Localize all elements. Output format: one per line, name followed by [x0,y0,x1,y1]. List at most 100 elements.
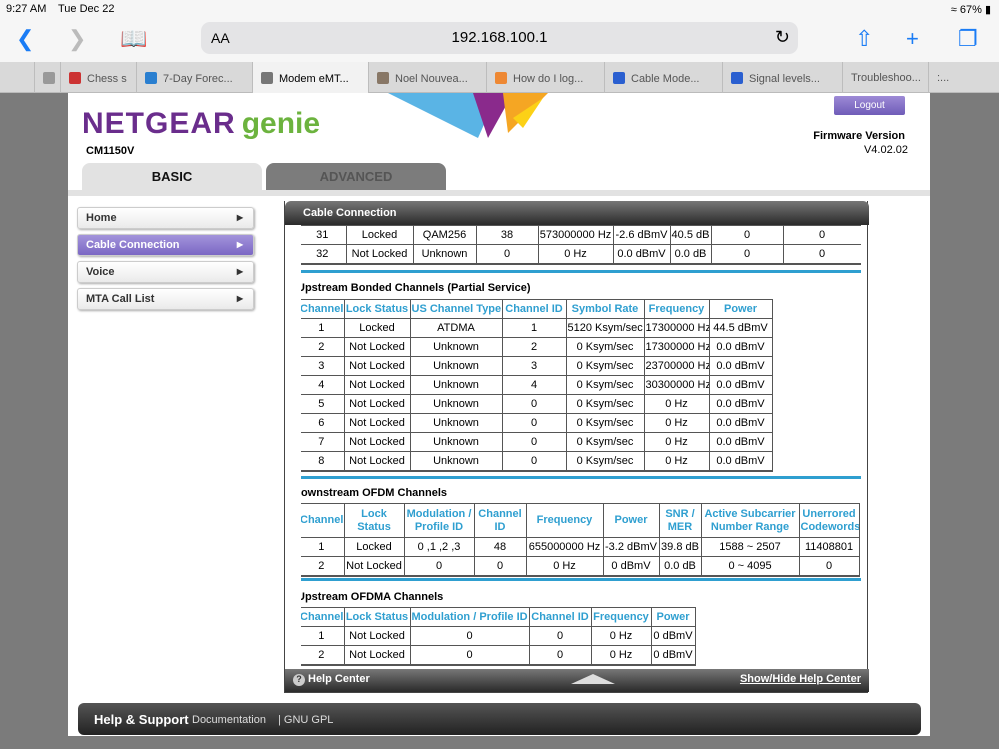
table-cell: Unknown [409,413,503,433]
table-cell: 31 [301,225,347,245]
reader-button[interactable]: AA [211,30,230,46]
browser-tab[interactable] [34,62,60,93]
router-page: NETGEAR genie CM1150V Logout Firmware Ver… [68,93,930,736]
share-icon[interactable]: ⇧ [855,26,874,51]
table-cell: 1 [501,318,567,338]
table-row: 7 Not Locked Unknown 0 0 Ksym/sec 0 Hz 0.0 dBm… [301,432,773,452]
sidebar-item[interactable]: Voice ▶ [77,261,254,283]
table-cell: 0 Ksym/sec [565,337,645,357]
column-header: Symbol Rate [565,299,645,319]
table-cell: 1 [301,537,345,557]
table-cell: Not Locked [343,337,411,357]
browser-tab[interactable]: How do I log... [486,62,604,93]
table-cell: ATDMA [409,318,503,338]
favicon-icon [613,72,625,84]
back-icon[interactable]: ❮ [16,26,35,51]
column-header: Modulation / Profile ID [403,503,475,538]
cable-connection-panel: Cable Connection 31 Locked QAM256 38 5730000… [284,201,869,693]
sidebar-item[interactable]: Home ▶ [77,207,254,229]
browser-tab[interactable]: Chess s [60,62,136,93]
help-center-button[interactable]: ? Help Center [293,673,370,686]
sidebar-item[interactable]: MTA Call List ▶ [77,288,254,310]
browser-tab[interactable]: 7-Day Forec... [136,62,252,93]
browser-tab[interactable]: Modem eMT... [252,62,368,93]
firmware-label: Firmware Version [813,130,905,142]
panel-content[interactable]: 31 Locked QAM256 38 573000000 Hz -2.6 dBmV 40.… [301,225,861,669]
forward-icon[interactable]: ❯ [68,26,87,51]
table-cell: 0 Ksym/sec [565,432,645,452]
table-cell: 7 [301,432,345,452]
favicon-icon [43,72,55,84]
tab-label: Signal levels... [749,73,820,85]
column-header: Channel ID [528,607,592,627]
downstream-table: 31 Locked QAM256 38 573000000 Hz -2.6 dBmV 40.… [301,225,861,265]
table-cell: Unknown [409,451,503,472]
table-cell: 2 [501,337,567,357]
column-header: Channel ID [501,299,567,319]
date: Tue Dec 22 [58,3,115,15]
table-cell: 30300000 Hz [643,375,710,395]
new-tab-icon[interactable]: + [906,26,919,51]
tab-label: Cable Mode... [631,73,700,85]
firmware-version: V4.02.02 [863,144,908,156]
table-cell: 0 Ksym/sec [565,356,645,376]
upstream-table: Channel Lock Status US Channel Type Channel… [301,299,773,472]
table-cell: 4 [301,375,345,395]
column-header: Unerrored Codewords [798,503,860,538]
bookmarks-icon[interactable]: 📖 [120,26,148,51]
show-hide-help-link[interactable]: Show/Hide Help Center [739,673,861,685]
table-cell: Not Locked [343,626,411,646]
url-text[interactable]: 192.168.100.1 [451,29,548,46]
table-row: 31 Locked QAM256 38 573000000 Hz -2.6 dBmV 40.… [301,225,861,245]
browser-tab[interactable]: Noel Nouvea... [368,62,486,93]
table-cell: 11408801 [798,537,860,557]
table-cell: 0 [403,556,475,577]
browser-tab[interactable]: Troubleshoo... [842,62,928,93]
expand-arrow-icon[interactable] [571,674,615,684]
table-cell: -3.2 dBmV [602,537,660,557]
column-header: Lock Status [343,503,405,538]
browser-tab[interactable]: Signal levels... [722,62,842,93]
tab-label: 7-Day Forec... [163,73,233,85]
table-cell: 0 Hz [537,244,614,265]
tabs-icon[interactable]: ❐ [958,26,978,51]
address-bar[interactable]: AA 192.168.100.1 ↻ [201,22,798,54]
table-cell: 2 [301,556,345,577]
column-header: Frequency [525,503,604,538]
table-cell: 40.5 dB [669,225,712,245]
table-cell: Not Locked [343,432,411,452]
table-row: 2 Not Locked 0 0 0 Hz 0 dBmV [301,645,696,666]
table-cell: 0 Ksym/sec [565,413,645,433]
ofdm-title: Downstream OFDM Channels [301,487,448,499]
help-icon: ? [293,674,305,686]
divider [301,270,861,273]
help-bar: ? Help Center Show/Hide Help Center [285,669,869,692]
logout-button[interactable]: Logout [834,96,905,115]
browser-tab[interactable]: Cable Mode... [604,62,724,93]
header-row: Channel Lock Status Modulation / Profile I… [301,503,860,538]
table-cell: 39.8 dB [658,537,702,557]
model-name: CM1150V [86,145,135,157]
close-tab-icon[interactable] [261,72,273,84]
table-cell: 2 [301,337,345,357]
sidebar-item[interactable]: Cable Connection ▶ [77,234,254,256]
sidebar-item-label: Home [86,212,117,224]
table-cell: 0.0 dB [669,244,712,265]
table-cell: 48 [473,537,527,557]
tab-advanced[interactable]: ADVANCED [266,163,446,190]
panel-title: Cable Connection [285,201,869,225]
documentation-link[interactable]: Documentation [192,714,266,726]
tab-label: Modem eMT... [279,73,349,85]
sidebar-item-label: MTA Call List [86,293,155,305]
ofdma-table: Channel Lock Status Modulation / Profile I… [301,607,696,666]
tab-basic[interactable]: BASIC [82,163,262,190]
table-cell: 0 [782,244,861,265]
tab-label: :... [937,72,950,84]
gpl-link[interactable]: | GNU GPL [278,714,334,726]
table-cell: 0.0 dB [658,556,702,577]
table-cell: Not Locked [343,451,411,472]
table-cell: Not Locked [343,375,411,395]
table-cell: 0 Hz [525,556,604,577]
reload-icon[interactable]: ↻ [774,27,790,47]
browser-tab[interactable]: :... [928,62,999,93]
